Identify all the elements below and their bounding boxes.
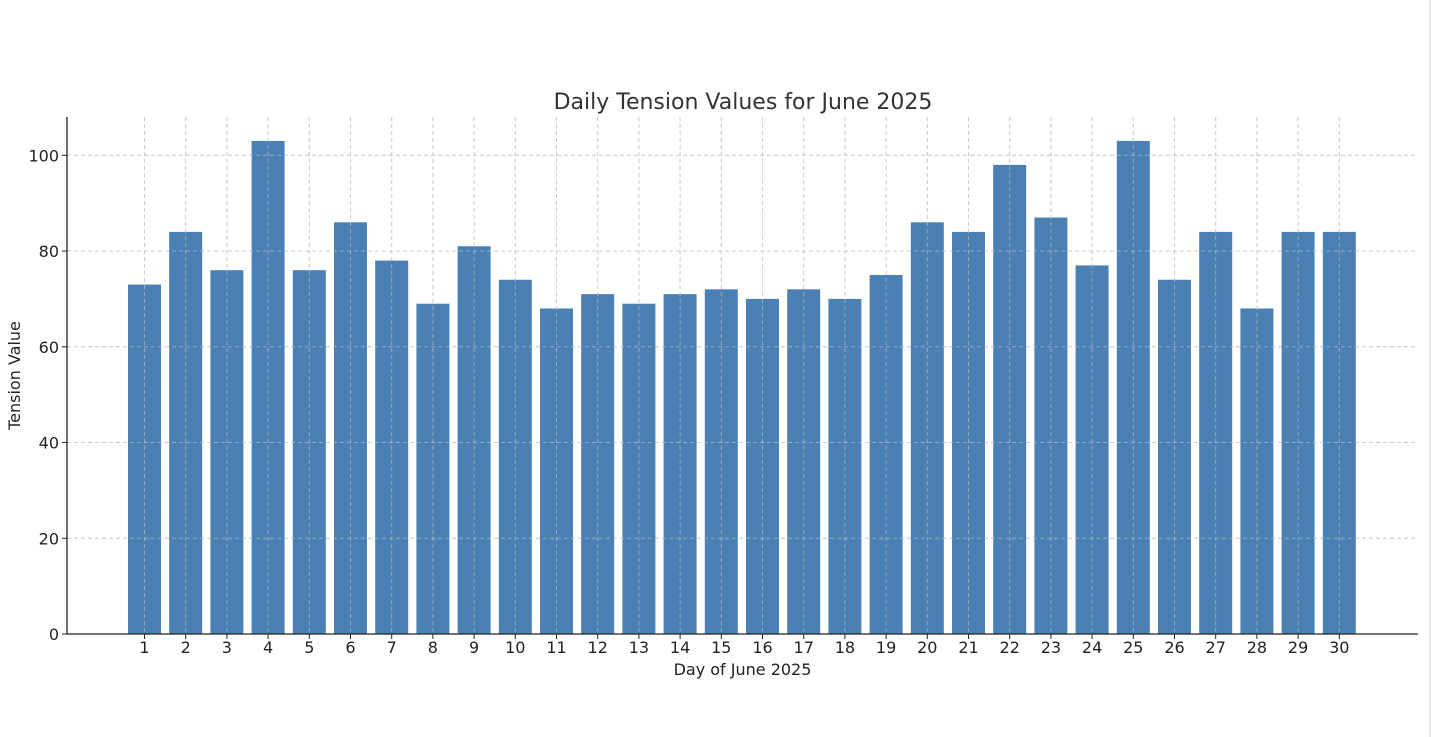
grid-overlay [67, 117, 1418, 634]
y-tick-labels: 0 20 40 60 80 100 [28, 146, 67, 644]
y-tick-label: 40 [39, 434, 59, 453]
x-tick-label: 11 [546, 638, 566, 657]
y-tick-label: 80 [39, 242, 59, 261]
y-tick-label: 100 [28, 146, 59, 165]
x-tick-label: 3 [222, 638, 232, 657]
x-tick-label: 15 [711, 638, 731, 657]
x-tick-label: 4 [263, 638, 273, 657]
x-tick-label: 2 [181, 638, 191, 657]
x-tick-label: 17 [794, 638, 814, 657]
x-tick-label: 26 [1164, 638, 1184, 657]
x-tick-label: 6 [345, 638, 355, 657]
x-tick-label: 8 [428, 638, 438, 657]
x-tick-label: 9 [469, 638, 479, 657]
x-tick-label: 18 [835, 638, 855, 657]
y-axis-title: Tension Value [5, 321, 24, 431]
x-tick-label: 13 [629, 638, 649, 657]
x-tick-label: 1 [139, 638, 149, 657]
x-tick-label: 16 [752, 638, 772, 657]
x-axis-title: Day of June 2025 [674, 660, 812, 679]
x-tick-label: 7 [387, 638, 397, 657]
x-tick-labels: 1 2 3 4 5 6 7 8 9 10 11 12 13 14 15 16 17 18 19 20 21 22 23 24 2… [139, 634, 1349, 657]
x-tick-label: 30 [1329, 638, 1349, 657]
bar [746, 298, 779, 634]
x-tick-label: 21 [958, 638, 978, 657]
x-tick-label: 24 [1082, 638, 1102, 657]
x-tick-label: 19 [876, 638, 896, 657]
y-tick-label: 20 [39, 529, 59, 548]
x-tick-label: 10 [505, 638, 525, 657]
window-edge [1429, 0, 1431, 737]
x-tick-label: 12 [588, 638, 608, 657]
x-tick-label: 25 [1123, 638, 1143, 657]
x-tick-label: 27 [1206, 638, 1226, 657]
chart-title: Daily Tension Values for June 2025 [554, 90, 933, 115]
bars-layer [128, 140, 1356, 635]
y-tick-label: 60 [39, 338, 59, 357]
x-tick-label: 5 [304, 638, 314, 657]
x-tick-label: 28 [1247, 638, 1267, 657]
x-tick-label: 29 [1288, 638, 1308, 657]
x-tick-label: 22 [1000, 638, 1020, 657]
x-tick-label: 14 [670, 638, 690, 657]
bar [581, 294, 615, 634]
bar [828, 298, 862, 634]
x-tick-label: 23 [1041, 638, 1061, 657]
x-tick-label: 20 [917, 638, 937, 657]
bar [663, 294, 697, 634]
axes-layer [66, 117, 1418, 635]
y-tick-label: 0 [49, 625, 59, 644]
